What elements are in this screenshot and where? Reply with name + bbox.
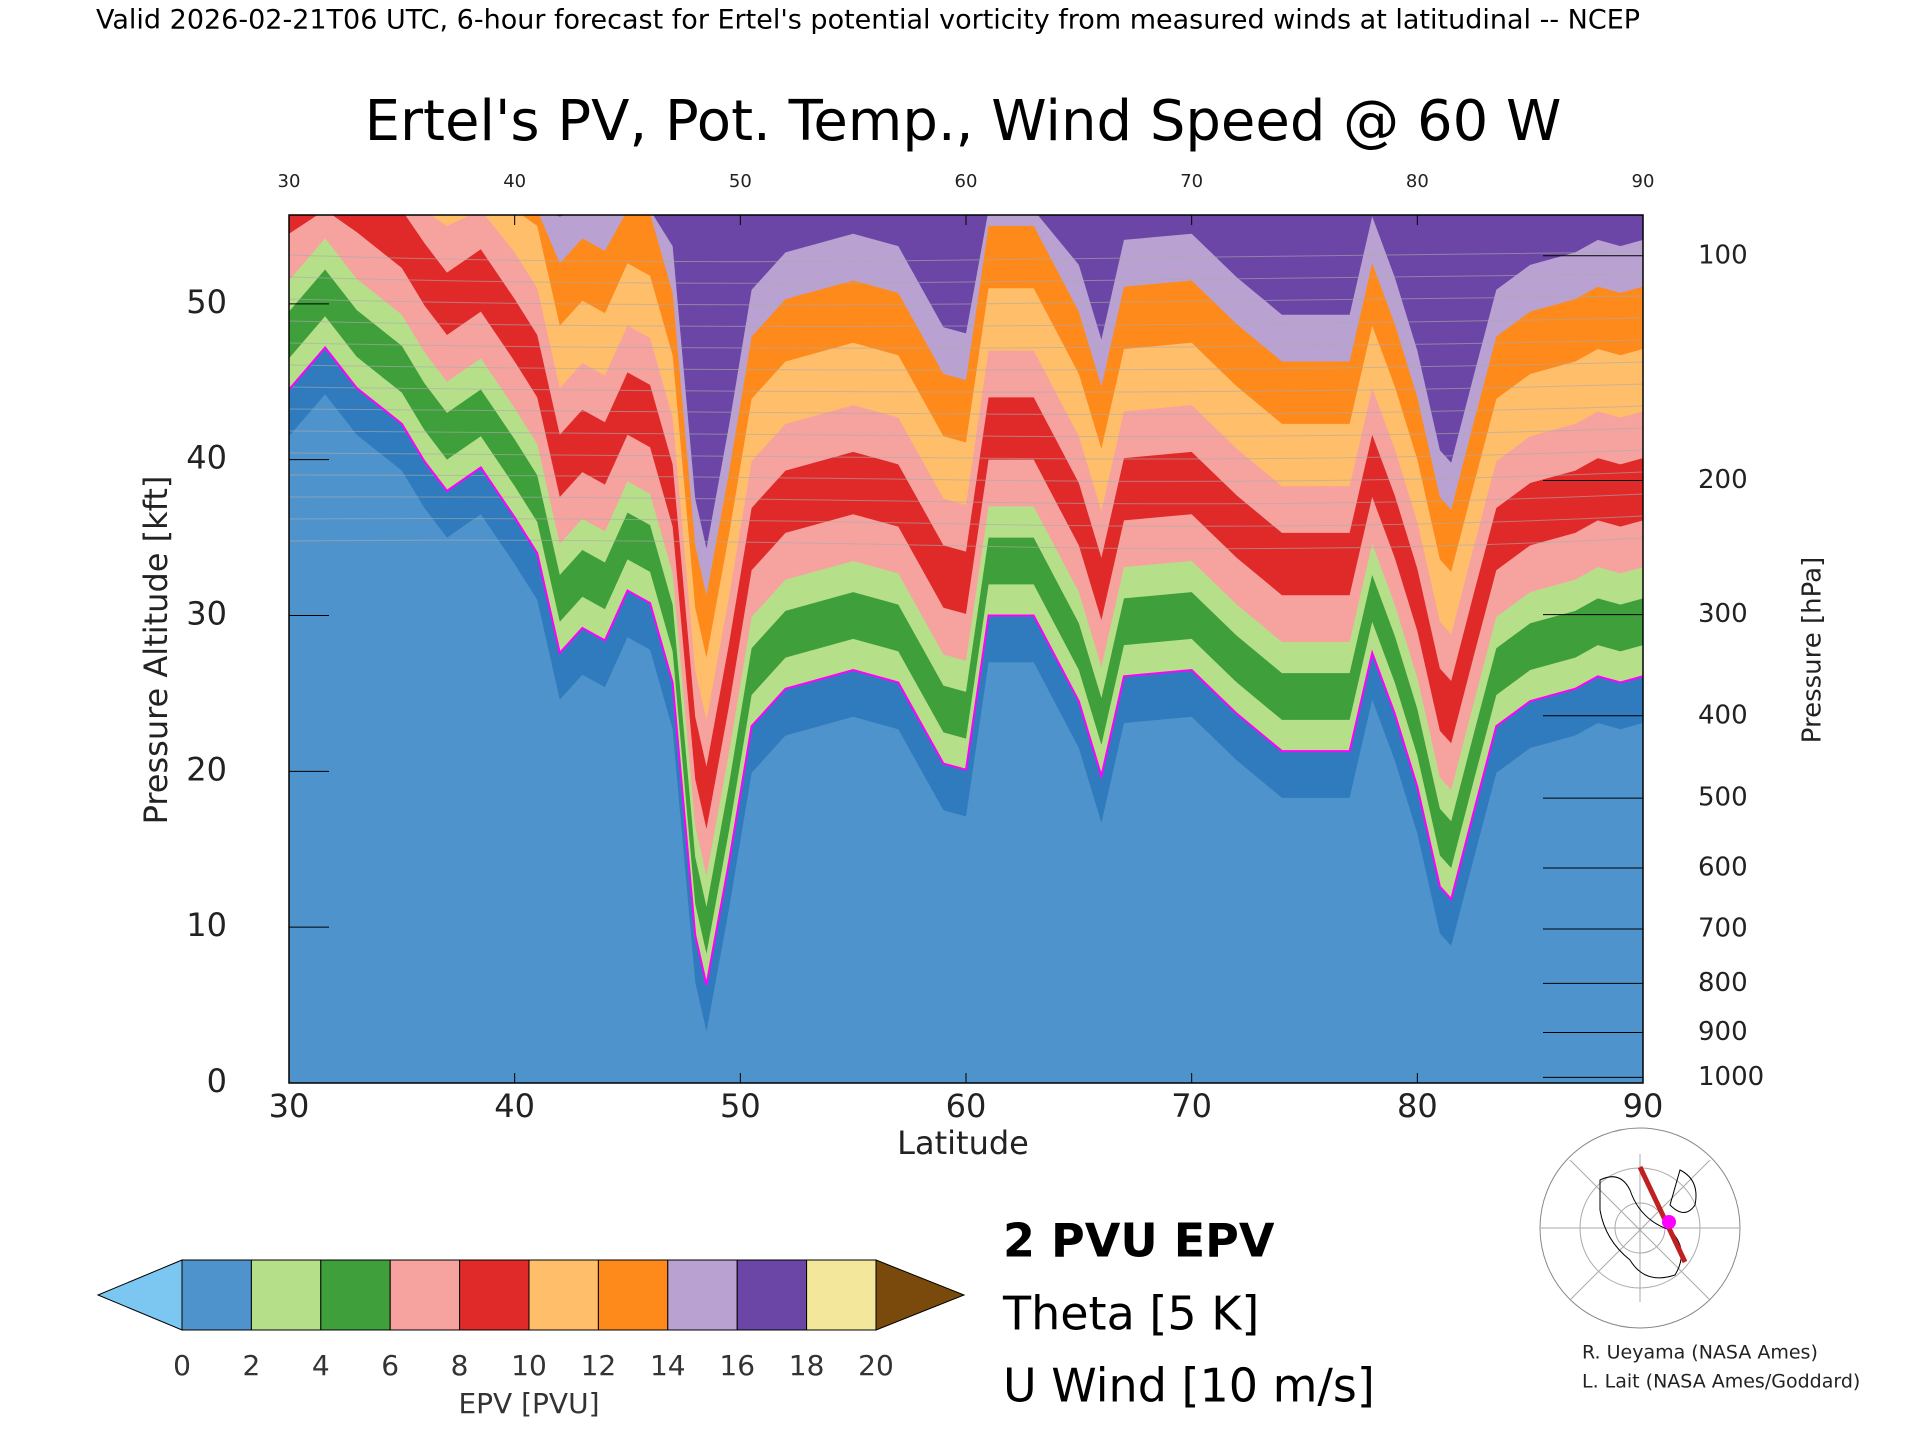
y2-tick-label: 300 — [1698, 599, 1748, 629]
header: Valid 2026-02-21T06 UTC, 6-hour forecast… — [96, 5, 1640, 36]
y2-tick-label: 700 — [1698, 914, 1748, 944]
colorbar: 0 2 4 6 8 10 12 14 16 18 20 — [96, 1259, 966, 1382]
y-tick-label: 10 — [186, 906, 227, 944]
y2-tick-label: 800 — [1698, 968, 1748, 998]
x-tick-label-top: 60 — [955, 171, 978, 192]
theta-line — [289, 427, 1643, 438]
colorbar-over — [875, 1259, 966, 1331]
y-tick-label: 0 — [207, 1062, 227, 1100]
colorbar-tick-label: 8 — [451, 1349, 469, 1382]
theta-line — [289, 361, 1643, 371]
credit: R. Ueyama (NASA Ames) — [1582, 1342, 1818, 1364]
colorbar-under — [96, 1259, 183, 1331]
colorbar-box — [320, 1259, 391, 1331]
x-tick-label: 70 — [1171, 1087, 1212, 1125]
theta-line — [289, 405, 1643, 415]
theta-line — [289, 251, 1643, 263]
colorbar-box — [459, 1259, 530, 1331]
colorbar-box — [597, 1259, 669, 1331]
colorbar-tick-label: 14 — [650, 1349, 686, 1382]
theta-line — [289, 537, 1643, 550]
x-tick-label: 90 — [1623, 1087, 1664, 1125]
pv-band — [554, 215, 1643, 549]
field — [289, 215, 1643, 1083]
colorbar-tick-label: 4 — [312, 1349, 330, 1382]
x-tick-label-top: 40 — [503, 171, 526, 192]
colorbar-tick-label: 16 — [719, 1349, 755, 1382]
colorbar-box — [806, 1259, 877, 1331]
x-tick-label-top: 30 — [278, 171, 301, 192]
pv-band — [521, 215, 1643, 658]
x-tick-label: 80 — [1397, 1087, 1438, 1125]
colorbar-tick-label: 6 — [381, 1349, 399, 1382]
legend-entry: 2 PVU EPV — [1003, 1214, 1275, 1268]
theta-line — [289, 515, 1643, 527]
colorbar-tick-label: 0 — [173, 1349, 191, 1382]
theta-line — [289, 383, 1643, 393]
colorbar-box — [528, 1259, 599, 1331]
legend-entry: U Wind [10 m/s] — [1003, 1359, 1375, 1413]
y2-tick-label: 100 — [1698, 240, 1748, 270]
theta-line — [289, 317, 1643, 327]
x-tick-label-top: 50 — [729, 171, 752, 192]
pv-line — [289, 345, 1643, 986]
y2-axis-label: Pressure [hPa] — [1798, 557, 1828, 744]
y-tick-label: 30 — [186, 594, 227, 632]
x-axis-label: Latitude — [897, 1124, 1029, 1162]
colorbar-box — [389, 1259, 461, 1331]
legend-entry: Theta [5 K] — [1002, 1287, 1259, 1341]
y-tick-label: 50 — [186, 283, 227, 321]
y-tick-label: 20 — [186, 750, 227, 788]
theta-line — [289, 339, 1643, 349]
colorbar-tick-label: 2 — [242, 1349, 260, 1382]
colorbar-label: EPV [PVU] — [458, 1387, 599, 1420]
colorbar-tick-label: 18 — [789, 1349, 825, 1382]
y2-tick-label: 200 — [1698, 465, 1748, 495]
credit: L. Lait (NASA Ames/Goddard) — [1582, 1371, 1860, 1393]
y-tick-label: 40 — [186, 439, 227, 477]
colorbar-box — [250, 1259, 322, 1331]
x-tick-label-top: 70 — [1180, 171, 1203, 192]
x-tick-label-top: 80 — [1406, 171, 1429, 192]
colorbar-tick-label: 20 — [858, 1349, 894, 1382]
x-tick-label: 40 — [494, 1087, 535, 1125]
theta-line — [289, 493, 1643, 505]
colorbar-box — [736, 1259, 808, 1331]
x-tick-label: 60 — [946, 1087, 987, 1125]
x-tick-label: 30 — [269, 1087, 310, 1125]
colorbar-box — [181, 1259, 252, 1331]
x-tick-label-top: 90 — [1632, 171, 1655, 192]
colorbar-tick-label: 10 — [511, 1349, 547, 1382]
y2-tick-label: 600 — [1698, 853, 1748, 883]
y2-tick-label: 400 — [1698, 700, 1748, 730]
y2-tick-label: 900 — [1698, 1017, 1748, 1047]
x-tick-label: 50 — [720, 1087, 761, 1125]
y-axis-label: Pressure Altitude [kft] — [137, 476, 175, 825]
map-inset — [1539, 1127, 1741, 1329]
colorbar-box — [667, 1259, 738, 1331]
theta-line — [289, 471, 1643, 482]
chart-title: Ertel's PV, Pot. Temp., Wind Speed @ 60 … — [365, 89, 1562, 154]
colorbar-tick-label: 12 — [581, 1349, 617, 1382]
theta-line — [289, 273, 1643, 284]
y2-tick-label: 500 — [1698, 783, 1748, 813]
y2-tick-label: 1000 — [1698, 1062, 1764, 1092]
